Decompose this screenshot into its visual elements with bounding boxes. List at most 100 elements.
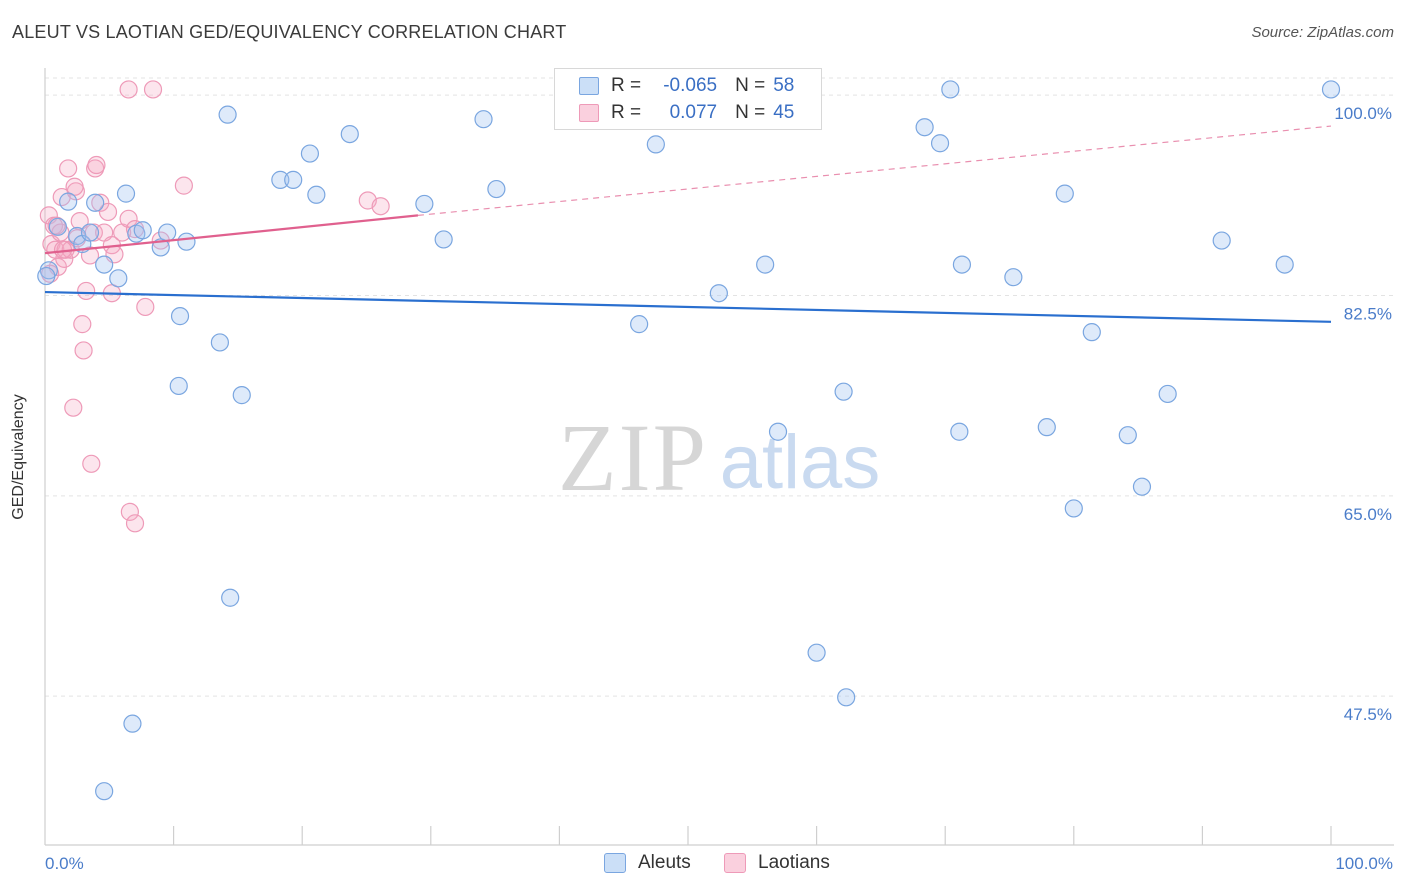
- laotian-point: [98, 202, 118, 222]
- aleut-point: [834, 382, 853, 401]
- stats-legend: R = -0.065 N = 58 R = 0.077 N = 45: [554, 68, 822, 130]
- aleut-point: [1064, 499, 1083, 518]
- aleut-point: [221, 588, 240, 607]
- n-value: 58: [773, 75, 795, 96]
- laotian-point: [174, 176, 193, 195]
- aleut-trend-line: [44, 290, 1332, 323]
- aleut-point: [1275, 255, 1294, 274]
- aleut-point: [768, 422, 788, 441]
- aleut-point: [210, 333, 229, 352]
- x-tick-label: 0.0%: [45, 854, 84, 873]
- aleut-point: [271, 170, 290, 189]
- legend-label-aleuts: Aleuts: [638, 852, 691, 873]
- aleut-point: [123, 714, 142, 733]
- stats-row-laotian: R = 0.077 N = 45: [579, 100, 794, 126]
- aleut-point: [434, 230, 453, 249]
- aleut-point: [300, 144, 320, 163]
- aleut-point: [284, 170, 303, 189]
- laotian-point: [120, 502, 139, 521]
- aleut-point: [48, 217, 67, 236]
- r-value: 0.077: [669, 102, 718, 123]
- aleut-point: [95, 255, 114, 274]
- laotian-point: [82, 454, 101, 473]
- aleut-point: [756, 255, 775, 274]
- axes: [44, 68, 1394, 846]
- r-value: -0.065: [663, 75, 718, 96]
- aleut-point: [415, 194, 434, 214]
- aleut-point: [133, 221, 152, 240]
- y-tick-label: 100.0%: [1334, 104, 1392, 123]
- y-tick-label: 65.0%: [1344, 505, 1392, 524]
- aleut-point: [474, 110, 493, 129]
- aleut-point: [1055, 184, 1074, 203]
- aleut-point: [952, 255, 972, 274]
- n-value: 45: [773, 102, 795, 123]
- n-label: N =: [735, 75, 766, 96]
- aleut-point: [37, 266, 56, 286]
- aleut-point: [646, 135, 665, 154]
- aleut-point: [1132, 477, 1152, 496]
- laotian-point: [77, 281, 96, 301]
- tick-labels: 47.5% 65.0% 82.5% 100.0% 0.0% 100.0%: [45, 104, 1393, 873]
- watermark: ZIP atlas: [558, 404, 880, 511]
- laotian-point: [73, 315, 92, 334]
- x-tick-label: 100.0%: [1335, 854, 1393, 873]
- series-legend: Aleuts Laotians: [0, 852, 1406, 876]
- aleut-point: [487, 179, 506, 199]
- aleut-point: [1158, 384, 1177, 404]
- watermark-atlas: atlas: [720, 420, 881, 505]
- gridlines: [45, 77, 1394, 697]
- aleut-point: [170, 307, 190, 326]
- aleut-swatch: [604, 853, 626, 873]
- laotian-trend-line: [44, 214, 419, 255]
- aleut-point: [1004, 268, 1023, 287]
- aleut-point: [709, 284, 728, 303]
- laotian-point: [59, 159, 78, 178]
- r-label: R =: [611, 75, 642, 96]
- y-tick-label: 82.5%: [1344, 305, 1392, 324]
- legend-item-laotians[interactable]: Laotians: [724, 852, 830, 874]
- aleut-swatch: [579, 77, 599, 95]
- laotian-point: [371, 197, 390, 216]
- aleut-point: [86, 193, 105, 212]
- aleut-point: [630, 315, 649, 334]
- aleut-point: [1118, 426, 1137, 445]
- aleut-point: [218, 105, 237, 124]
- laotian-point: [119, 209, 138, 228]
- aleut-point: [307, 185, 326, 204]
- r-label: R =: [611, 102, 642, 123]
- laotian-swatch: [579, 104, 599, 122]
- n-label: N =: [735, 102, 766, 123]
- laotian-points: [39, 80, 390, 533]
- aleut-point: [109, 269, 128, 288]
- aleut-point: [95, 782, 114, 801]
- aleut-point: [232, 386, 251, 405]
- laotian-trend-extension: [417, 125, 1332, 216]
- laotian-point: [125, 514, 145, 533]
- aleut-point: [950, 422, 969, 441]
- aleut-point: [1082, 323, 1101, 342]
- chart-title: ALEUT VS LAOTIAN GED/EQUIVALENCY CORRELA…: [12, 22, 567, 42]
- y-tick-label: 47.5%: [1344, 705, 1392, 724]
- legend-item-aleuts[interactable]: Aleuts: [604, 852, 691, 874]
- aleut-point: [116, 184, 136, 203]
- laotian-point: [64, 398, 83, 417]
- laotian-point: [143, 80, 163, 99]
- aleut-point: [177, 232, 196, 251]
- aleut-point: [1037, 418, 1056, 437]
- laotian-point: [136, 297, 155, 317]
- aleut-point: [930, 134, 950, 153]
- aleut-point: [1212, 231, 1231, 250]
- legend-label-laotians: Laotians: [758, 852, 830, 873]
- aleut-point: [158, 223, 177, 242]
- source-label: Source: ZipAtlas.com: [1251, 24, 1394, 41]
- laotian-point: [87, 155, 106, 175]
- laotian-point: [119, 80, 138, 99]
- aleut-point: [80, 223, 100, 242]
- watermark-zip: ZIP: [558, 404, 708, 511]
- aleut-point: [837, 688, 856, 707]
- laotian-swatch: [724, 853, 746, 873]
- laotian-point: [70, 211, 89, 231]
- aleut-point: [169, 376, 188, 396]
